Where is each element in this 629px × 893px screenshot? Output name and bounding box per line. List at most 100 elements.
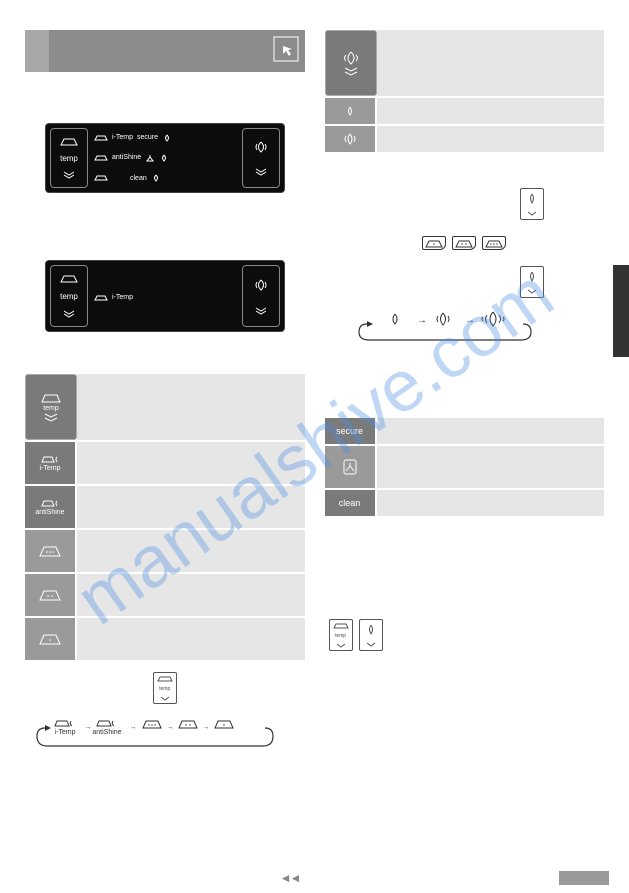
iron-1dot <box>422 236 446 250</box>
steam-button-illustration <box>325 188 545 220</box>
steam-icon <box>162 134 172 142</box>
chevron-down-icon <box>527 289 537 294</box>
iron-icon <box>38 632 62 646</box>
itemp-label: i-Temp <box>112 294 133 301</box>
secure-cell: secure <box>325 418 377 444</box>
steam-icon <box>341 132 359 146</box>
iron-icon <box>94 174 108 182</box>
table-row: clean <box>325 490 605 516</box>
svg-text:→: → <box>417 315 427 326</box>
steam-button-box <box>359 619 383 651</box>
cell-desc <box>77 530 305 572</box>
table-row <box>325 98 605 124</box>
steam-icon <box>252 278 270 292</box>
table-row: antiShine <box>25 486 305 528</box>
table-row <box>25 574 305 616</box>
cell-desc <box>377 418 605 444</box>
cell-label: temp <box>43 405 59 412</box>
svg-text:→: → <box>130 724 137 731</box>
iron-2dot-cell <box>25 574 77 616</box>
page-arrows: ◄◄ <box>280 871 300 885</box>
chevron-down-icon <box>160 696 170 701</box>
secure-label: secure <box>137 134 158 141</box>
iron-icon <box>38 544 62 558</box>
lcd-display-full: temp i-Temp secure antiShine <box>45 123 285 193</box>
chevron-down-icon <box>336 643 346 648</box>
temp-label: temp <box>60 292 78 301</box>
iron-levels-row <box>325 236 605 250</box>
temp-button-area: temp <box>50 265 88 327</box>
chevron-down-icon <box>255 168 267 176</box>
steam-button-cell <box>325 30 377 96</box>
box-label: temp <box>335 633 346 639</box>
temp-settings-table: temp i-Temp antiShine <box>25 374 305 660</box>
iron-icon <box>40 393 62 404</box>
cycle-label: antiShine <box>92 729 121 736</box>
cell-desc <box>77 486 305 528</box>
temp-button-box: temp <box>153 672 177 704</box>
cell-desc <box>77 442 305 484</box>
steam-small-cell <box>325 98 377 124</box>
svg-text:→: → <box>203 724 210 731</box>
iron-icon <box>94 134 108 142</box>
steam-icon <box>159 154 169 162</box>
steam-icon <box>151 174 161 182</box>
cell-desc <box>77 574 305 616</box>
cell-desc <box>377 126 605 152</box>
chevron-down-icon <box>366 642 376 647</box>
iron-icon <box>333 622 349 630</box>
steam-button-illustration <box>325 266 545 298</box>
iron-icon <box>94 154 108 162</box>
table-row: secure <box>325 418 605 444</box>
cell-label: i-Temp <box>39 465 60 472</box>
itemp-label: i-Temp <box>112 134 133 141</box>
side-tab <box>613 265 629 357</box>
antishine-label: antiShine <box>112 154 141 161</box>
table-row <box>325 126 605 152</box>
section-header <box>25 30 305 72</box>
cell-desc <box>377 30 605 96</box>
svg-text:→: → <box>167 724 174 731</box>
svg-text:→: → <box>465 315 475 326</box>
table-row <box>325 30 605 96</box>
cell-label: clean <box>339 498 361 508</box>
cell-desc <box>77 618 305 660</box>
iron-icon <box>38 588 62 602</box>
cell-label: antiShine <box>35 509 64 516</box>
hanger-cell <box>325 446 377 488</box>
cell-desc <box>77 374 305 440</box>
table-row <box>25 530 305 572</box>
table-row: temp <box>25 374 305 440</box>
steam-icon <box>340 50 362 66</box>
steam-settings-table <box>325 30 605 152</box>
iron-2dot <box>452 236 476 250</box>
steam-button-area <box>242 128 280 188</box>
hanger-icon <box>145 153 155 163</box>
steam-icon <box>525 193 539 204</box>
table-row <box>325 446 605 488</box>
lcd-display-simple: temp i-Temp <box>45 260 285 332</box>
steam-icon <box>525 271 539 282</box>
display-mid: i-Temp <box>92 261 238 331</box>
chevron-down-icon <box>44 413 58 422</box>
box-label: temp <box>159 686 170 692</box>
temp-cycle-diagram: i-Temp → antiShine → → → <box>25 716 285 752</box>
iron-3dot-cell <box>25 530 77 572</box>
cycle-label: i-Temp <box>54 729 75 736</box>
iron-steam-icon <box>40 499 60 508</box>
page-corner <box>559 871 609 885</box>
both-buttons-illustration: temp <box>329 619 605 651</box>
cell-desc <box>377 490 605 516</box>
clean-cell: clean <box>325 490 377 516</box>
iron-icon <box>59 274 79 284</box>
steam-button-box <box>520 266 544 298</box>
display-mid: i-Temp secure antiShine clean <box>92 124 238 192</box>
table-row: i-Temp <box>25 442 305 484</box>
steam-button-box <box>520 188 544 220</box>
chevron-down-icon <box>344 67 358 76</box>
cell-label: secure <box>336 426 363 436</box>
temp-button-area: temp <box>50 128 88 188</box>
hanger-icon <box>340 458 360 476</box>
steam-icon <box>252 140 270 154</box>
chevron-down-icon <box>63 171 75 179</box>
